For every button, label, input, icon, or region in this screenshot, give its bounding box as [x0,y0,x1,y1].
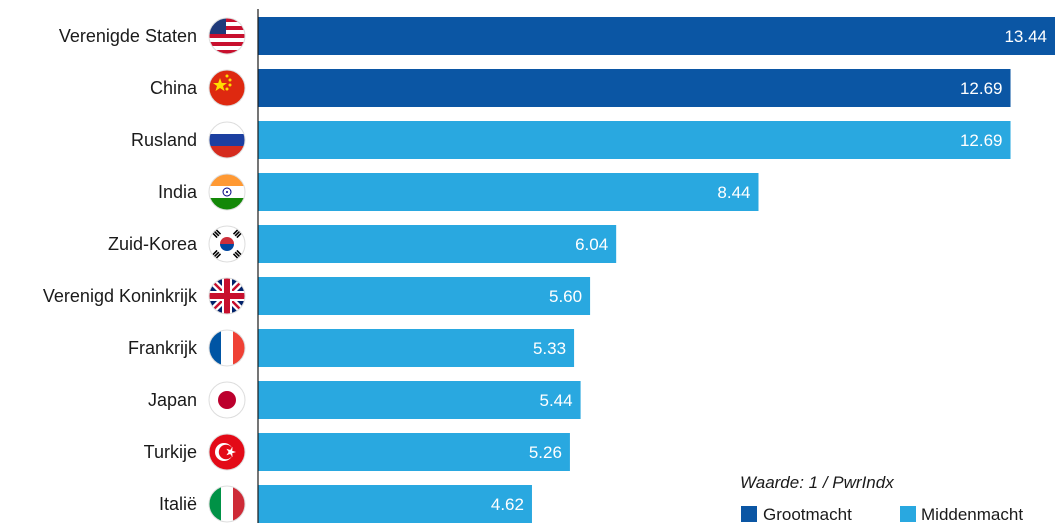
bar [258,225,617,263]
data-label: 5.26 [529,443,562,462]
category-label: Italië [159,494,197,514]
data-label: 5.33 [533,339,566,358]
south-korea-flag-icon [208,225,246,263]
italy-flag-icon [208,485,246,523]
category-label: India [158,182,198,202]
turkey-flag-icon [208,433,246,471]
bar [258,173,759,211]
category-label: Verenigd Koninkrijk [43,286,198,306]
data-label: 5.60 [549,287,582,306]
data-label: 13.44 [1004,27,1047,46]
legend-swatch-middenmacht [900,506,916,522]
uk-flag-icon [208,277,246,315]
japan-flag-icon [208,381,246,419]
legend: Grootmacht Middenmacht [741,505,1023,523]
category-label: Frankrijk [128,338,198,358]
bar [258,121,1011,159]
us-flag-icon [208,17,246,55]
category-label: Japan [148,390,197,410]
data-label: 4.62 [491,495,524,514]
category-label: China [150,78,198,98]
china-flag-icon [208,69,246,107]
data-label: 8.44 [717,183,750,202]
data-label: 12.69 [960,79,1003,98]
category-label: Zuid-Korea [108,234,198,254]
value-note: Waarde: 1 / PwrIndx [740,473,894,492]
legend-label-middenmacht: Middenmacht [921,505,1023,523]
bar [258,329,575,367]
bar [258,277,591,315]
data-label: 12.69 [960,131,1003,150]
data-label: 5.44 [540,391,573,410]
bar [258,381,581,419]
bar [258,17,1055,55]
legend-label-grootmacht: Grootmacht [763,505,852,523]
bar [258,433,570,471]
bar [258,485,532,523]
category-label: Verenigde Staten [59,26,197,46]
category-label: Rusland [131,130,197,150]
france-flag-icon [208,329,246,367]
russia-flag-icon [208,121,246,159]
legend-swatch-grootmacht [741,506,757,522]
category-label: Turkije [144,442,197,462]
data-label: 6.04 [575,235,608,254]
bar [258,69,1011,107]
india-flag-icon [208,173,246,211]
